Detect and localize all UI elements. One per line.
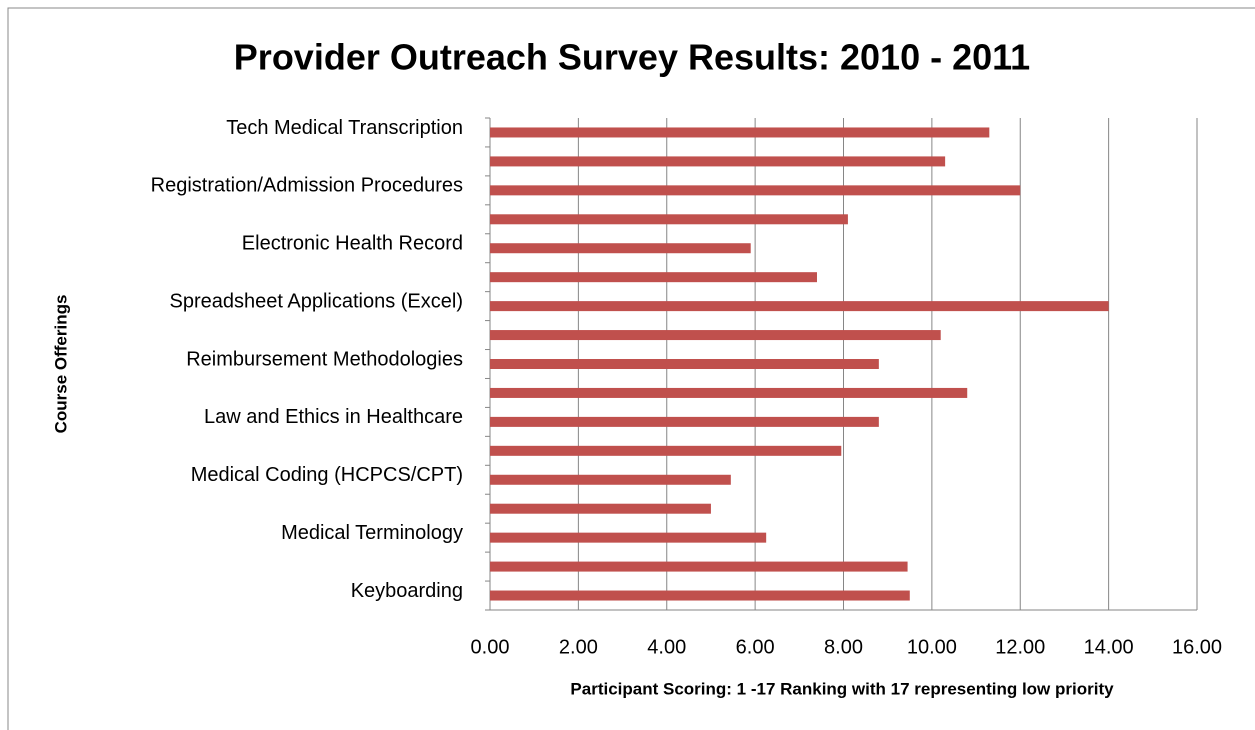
bar [490,561,908,572]
bar [490,387,968,398]
x-tick-label: 10.00 [907,636,957,658]
y-tick-label: Medical Terminology [281,522,463,544]
x-tick-label: 16.00 [1172,636,1222,658]
x-tick-label: 8.00 [824,636,863,658]
bar [490,445,842,456]
bar [490,214,848,225]
y-tick-label: Reimbursement Methodologies [186,348,463,370]
bar [490,532,767,543]
y-tick-label: Keyboarding [351,580,463,602]
x-tick-label: 12.00 [995,636,1045,658]
y-tick-label: Registration/Admission Procedures [151,175,463,197]
x-tick-label: 4.00 [647,636,686,658]
bar [490,416,879,427]
bar [490,301,1109,312]
bar [490,127,990,138]
bar [490,590,910,601]
bar [490,359,879,369]
bar [490,474,731,485]
bar [490,503,711,514]
chart-frame [7,7,1255,730]
y-axis-title: Course Offerings [51,295,70,434]
bar [490,243,751,254]
chart-title: Provider Outreach Survey Results: 2010 -… [234,37,1030,78]
x-tick-label: 0.00 [471,636,510,658]
x-axis-title: Participant Scoring: 1 -17 Ranking with … [570,679,1114,698]
x-tick-label: 14.00 [1084,636,1134,658]
y-tick-label: Electronic Health Record [242,233,463,255]
bar [490,330,941,341]
bar [490,156,946,167]
bar [490,185,1021,196]
x-tick-label: 6.00 [736,636,775,658]
bar [490,272,817,283]
x-tick-label: 2.00 [559,636,598,658]
y-tick-label: Spreadsheet Applications (Excel) [170,290,464,312]
y-tick-label: Tech Medical Transcription [226,117,463,139]
y-tick-label: Medical Coding (HCPCS/CPT) [191,464,463,486]
y-tick-label: Law and Ethics in Healthcare [204,406,463,428]
